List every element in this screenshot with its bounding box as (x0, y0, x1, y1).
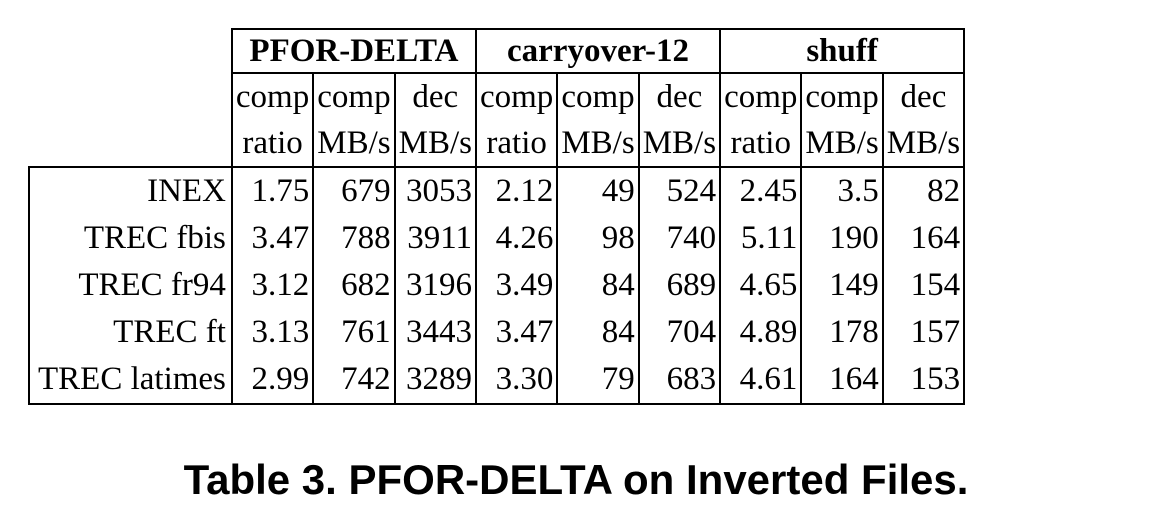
table-cell: 683 (637, 356, 722, 405)
table-cell: 49 (556, 167, 640, 215)
table-cell: 742 (312, 356, 396, 405)
table-cell: 1.75 (230, 167, 315, 215)
subheader-bottom: MB/s (881, 120, 966, 168)
table-cell: 682 (312, 262, 396, 309)
table-cell: 689 (637, 262, 722, 309)
table-cell: 2.45 (719, 167, 803, 215)
subheader-top: dec (637, 73, 722, 120)
table-cell: 164 (800, 356, 884, 405)
corner-cell (29, 120, 233, 168)
table-cell: 149 (800, 262, 884, 309)
table-cell: 788 (312, 215, 396, 262)
group-header-carryover-12: carryover-12 (474, 28, 722, 74)
table-row: INEX 1.75 679 3053 2.12 49 524 2.45 3.5 … (28, 167, 966, 215)
subheader-top: dec (393, 73, 477, 120)
table-cell: 3289 (393, 356, 477, 405)
table-cell: 157 (881, 309, 966, 356)
subheader-bottom: MB/s (637, 120, 722, 168)
table-cell: 3911 (393, 215, 477, 262)
table-cell: 3.12 (230, 262, 315, 309)
table-row: TREC ft 3.13 761 3443 3.47 84 704 4.89 1… (28, 309, 966, 356)
results-table: PFOR-DELTA carryover-12 shuff comp comp … (28, 28, 966, 405)
table-cell: 740 (637, 215, 722, 262)
row-label: TREC ft (28, 309, 233, 356)
table-cell: 84 (556, 309, 640, 356)
row-label: INEX (28, 167, 233, 215)
table-cell: 524 (637, 167, 722, 215)
table-cell: 3053 (393, 167, 477, 215)
table-cell: 190 (800, 215, 884, 262)
subheader-row-top: comp comp dec comp comp dec comp comp de… (29, 73, 966, 120)
table-cell: 3443 (393, 309, 477, 356)
subheader-bottom: ratio (474, 120, 559, 168)
subheader-bottom: MB/s (393, 120, 477, 168)
subheader-top: comp (556, 73, 640, 120)
subheader-top: comp (312, 73, 396, 120)
subheader-bottom: MB/s (800, 120, 884, 168)
table-cell: 178 (800, 309, 884, 356)
row-label: TREC latimes (28, 356, 233, 405)
table-cell: 98 (556, 215, 640, 262)
subheader-bottom: MB/s (312, 120, 396, 168)
table-cell: 82 (881, 167, 966, 215)
table-cell: 679 (312, 167, 396, 215)
group-header-row: PFOR-DELTA carryover-12 shuff (29, 28, 966, 74)
table-cell: 4.61 (719, 356, 803, 405)
subheader-top: dec (881, 73, 966, 120)
row-label: TREC fr94 (28, 262, 233, 309)
subheader-top: comp (474, 73, 559, 120)
row-label: TREC fbis (28, 215, 233, 262)
subheader-row-bottom: ratio MB/s MB/s ratio MB/s MB/s ratio MB… (29, 120, 966, 168)
table-cell: 79 (556, 356, 640, 405)
table-row: TREC fbis 3.47 788 3911 4.26 98 740 5.11… (28, 215, 966, 262)
subheader-top: comp (230, 73, 315, 120)
table-caption: Table 3. PFOR-DELTA on Inverted Files. (183, 456, 969, 503)
corner-cell (29, 73, 233, 120)
table-cell: 4.65 (719, 262, 803, 309)
group-header-pfor-delta: PFOR-DELTA (230, 28, 477, 74)
table-cell: 164 (881, 215, 966, 262)
table-cell: 3.47 (230, 215, 315, 262)
table-cell: 3.49 (474, 262, 559, 309)
table-cell: 3.30 (474, 356, 559, 405)
subheader-bottom: MB/s (556, 120, 640, 168)
table-cell: 3.47 (474, 309, 559, 356)
subheader-top: comp (719, 73, 803, 120)
table-cell: 5.11 (719, 215, 803, 262)
table-cell: 704 (637, 309, 722, 356)
corner-cell (29, 29, 233, 73)
table-row: TREC latimes 2.99 742 3289 3.30 79 683 4… (28, 356, 966, 405)
subheader-bottom: ratio (719, 120, 803, 168)
subheader-bottom: ratio (230, 120, 315, 168)
table-cell: 4.89 (719, 309, 803, 356)
table-cell: 4.26 (474, 215, 559, 262)
table-cell: 154 (881, 262, 966, 309)
table-cell: 2.12 (474, 167, 559, 215)
table-cell: 3.13 (230, 309, 315, 356)
table-row: TREC fr94 3.12 682 3196 3.49 84 689 4.65… (28, 262, 966, 309)
table-cell: 84 (556, 262, 640, 309)
table-cell: 2.99 (230, 356, 315, 405)
group-header-shuff: shuff (719, 28, 966, 74)
table-cell: 153 (881, 356, 966, 405)
table-cell: 761 (312, 309, 396, 356)
table-cell: 3.5 (800, 167, 884, 215)
table-cell: 3196 (393, 262, 477, 309)
subheader-top: comp (800, 73, 884, 120)
